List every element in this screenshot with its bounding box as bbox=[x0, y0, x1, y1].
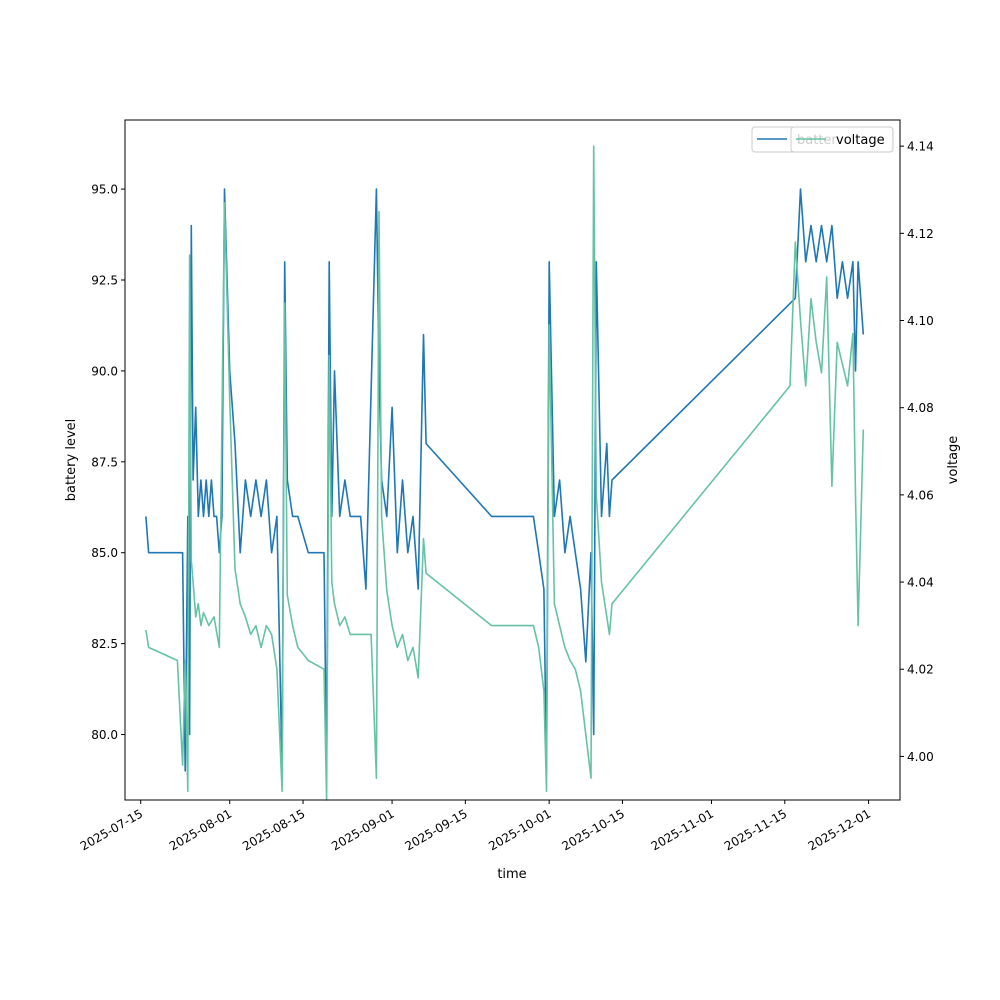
y-right-tick-label: 4.12 bbox=[907, 227, 934, 241]
x-axis-label: time bbox=[497, 867, 526, 882]
y-right-tick-label: 4.10 bbox=[907, 314, 934, 328]
plot-area bbox=[124, 119, 901, 801]
legend-voltage-text: voltage bbox=[836, 133, 885, 148]
y-left-tick-label: 90.0 bbox=[91, 364, 118, 378]
y-right-tick-label: 4.08 bbox=[907, 401, 934, 415]
legend-voltage-box bbox=[790, 126, 894, 153]
legend-voltage: voltage bbox=[790, 126, 894, 153]
y-axis-right: 4.00 4.02 4.04 4.06 4.08 4.10 4.12 4.14 bbox=[900, 140, 934, 764]
y-left-tick-label: 87.5 bbox=[91, 455, 118, 469]
y-left-tick-label: 85.0 bbox=[91, 546, 118, 560]
series-line-voltage bbox=[145, 145, 865, 801]
series-layer bbox=[145, 145, 865, 801]
y-axis-left: 80.0 82.5 85.0 87.5 90.0 92.5 95.0 bbox=[91, 183, 125, 742]
axes-frame bbox=[124, 119, 901, 801]
y-left-tick-label: 80.0 bbox=[91, 728, 118, 742]
y-axis-right-label: voltage bbox=[946, 436, 961, 485]
y-left-tick-label: 82.5 bbox=[91, 637, 118, 651]
series-line-battery-level bbox=[145, 188, 865, 772]
y-right-tick-label: 4.06 bbox=[907, 488, 934, 502]
y-right-tick-label: 4.00 bbox=[907, 750, 934, 764]
y-left-tick-label: 95.0 bbox=[91, 183, 118, 197]
y-axis-left-label: battery level bbox=[64, 419, 79, 502]
y-right-tick-label: 4.04 bbox=[907, 576, 934, 590]
y-right-tick-label: 4.02 bbox=[907, 663, 934, 677]
y-left-tick-label: 92.5 bbox=[91, 274, 118, 288]
y-right-tick-label: 4.14 bbox=[907, 140, 934, 154]
